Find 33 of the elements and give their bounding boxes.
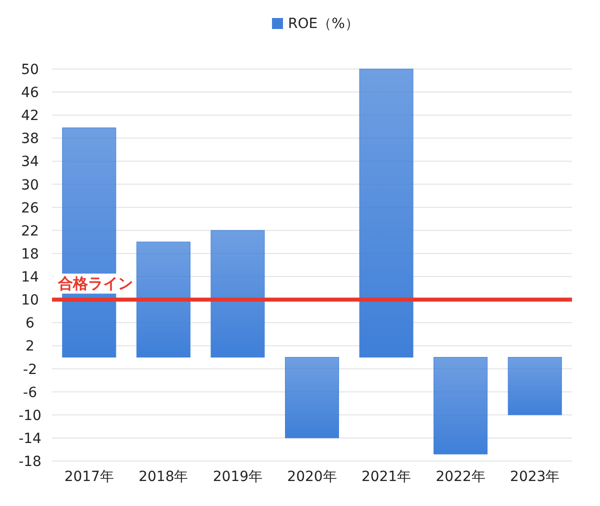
y-tick-label: 22: [21, 223, 39, 240]
ref-line-label: 合格ライン: [57, 274, 133, 293]
x-tick-label: 2023年: [510, 469, 560, 485]
y-tick-label: 26: [21, 200, 39, 216]
x-tick-label: 2019年: [212, 469, 263, 485]
y-tick-label: 18: [21, 246, 39, 262]
y-tick-label: 30: [21, 177, 39, 194]
bar: [508, 356, 562, 416]
bar: [434, 356, 488, 454]
bar: [136, 242, 190, 358]
y-tick-label: 46: [21, 85, 39, 102]
y-tick-label: -10: [18, 408, 42, 424]
y-tick-label: -14: [18, 430, 42, 447]
bar: [359, 68, 414, 358]
x-tick-label: 2022年: [436, 469, 486, 485]
y-tick-label: 50: [21, 62, 39, 78]
legend-label: ROE（%）: [288, 16, 359, 32]
y-tick-label: 14: [21, 270, 39, 286]
x-tick-label: 2018年: [138, 469, 188, 485]
y-tick-label: 10: [21, 292, 39, 309]
x-tick-label: 2017年: [64, 469, 114, 485]
bar: [210, 230, 265, 358]
y-tick-label: 6: [26, 316, 35, 332]
x-tick-label: 2021年: [361, 469, 412, 485]
y-tick-label: -6: [23, 384, 38, 401]
y-tick-label: 2: [26, 338, 34, 355]
y-tick-label: -18: [18, 454, 42, 470]
bar: [285, 356, 339, 438]
x-tick-label: 2020年: [287, 469, 337, 485]
y-tick-label: 34: [21, 154, 39, 170]
y-tick-label: 42: [21, 108, 39, 124]
y-tick-label: 38: [21, 131, 39, 148]
y-tick-label: -2: [23, 362, 37, 378]
